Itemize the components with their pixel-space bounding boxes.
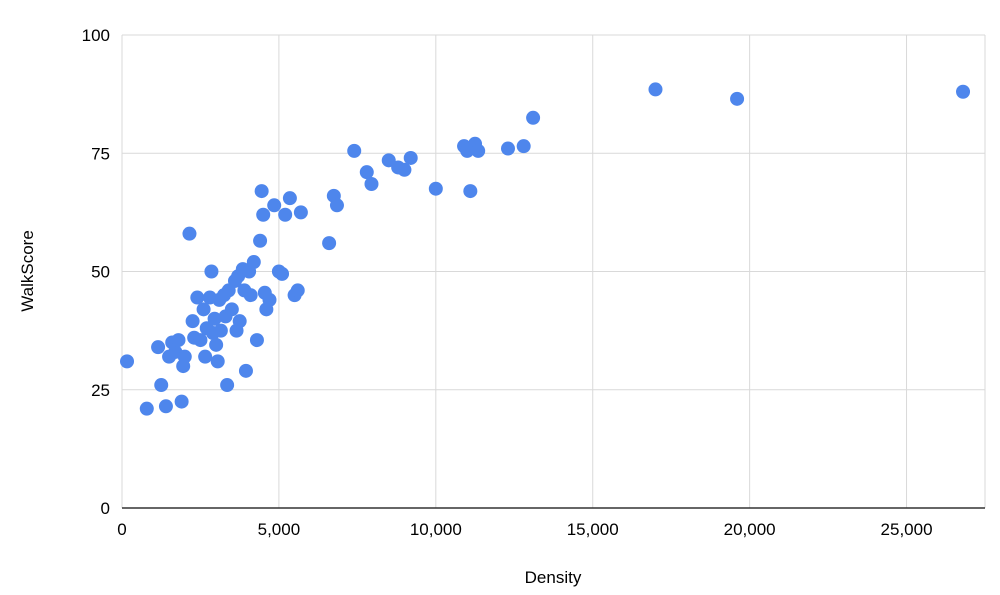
data-point	[209, 337, 224, 352]
data-point	[193, 333, 208, 348]
data-point	[322, 236, 337, 251]
data-point	[730, 91, 745, 106]
data-point	[463, 184, 478, 199]
data-point	[403, 150, 418, 165]
x-axis-tick-label: 15,000	[567, 520, 619, 539]
data-point	[182, 226, 197, 241]
y-axis-tick-label: 50	[91, 263, 110, 282]
data-point	[210, 354, 225, 369]
data-point	[293, 205, 308, 220]
data-point	[190, 290, 205, 305]
data-point	[254, 184, 269, 199]
data-point	[198, 349, 213, 364]
x-axis-tick-label: 5,000	[258, 520, 301, 539]
data-point	[267, 198, 282, 213]
data-point	[500, 141, 515, 156]
data-point	[278, 207, 293, 222]
x-axis-tick-label: 25,000	[881, 520, 933, 539]
data-point	[262, 292, 277, 307]
y-axis-tick-label: 0	[101, 499, 110, 518]
data-point	[275, 266, 290, 281]
data-point	[364, 176, 379, 191]
data-point	[253, 233, 268, 248]
data-point	[246, 255, 261, 270]
data-point	[154, 378, 169, 393]
data-point	[471, 143, 486, 158]
data-point	[526, 110, 541, 125]
data-point	[290, 283, 305, 298]
data-point	[347, 143, 362, 158]
data-point	[359, 165, 374, 180]
data-point	[224, 302, 239, 317]
data-point	[185, 314, 200, 329]
y-axis-tick-label: 100	[82, 26, 110, 45]
y-axis-tick-label: 75	[91, 144, 110, 163]
data-point	[516, 139, 531, 154]
y-axis-title: WalkScore	[18, 230, 37, 312]
data-point	[139, 401, 154, 416]
data-point	[249, 333, 264, 348]
data-point	[207, 311, 222, 326]
x-axis-tick-label: 20,000	[724, 520, 776, 539]
data-point	[171, 333, 186, 348]
y-axis-tick-label: 25	[91, 381, 110, 400]
x-axis-tick-label: 0	[117, 520, 126, 539]
data-point	[238, 363, 253, 378]
data-point	[158, 399, 173, 414]
data-point	[120, 354, 135, 369]
data-point	[428, 181, 443, 196]
data-point	[232, 314, 247, 329]
data-point	[282, 191, 297, 206]
x-axis-title: Density	[524, 568, 582, 587]
data-point	[204, 264, 219, 279]
data-point	[213, 323, 228, 338]
data-point	[397, 162, 412, 177]
data-point	[956, 84, 971, 99]
data-point	[648, 82, 663, 97]
x-axis-tick-label: 10,000	[410, 520, 462, 539]
data-point	[220, 378, 235, 393]
data-point	[196, 302, 211, 317]
data-point	[151, 340, 166, 355]
data-point	[329, 198, 344, 213]
data-point	[256, 207, 271, 222]
data-point	[177, 349, 192, 364]
data-point	[243, 288, 258, 303]
data-point	[174, 394, 189, 409]
